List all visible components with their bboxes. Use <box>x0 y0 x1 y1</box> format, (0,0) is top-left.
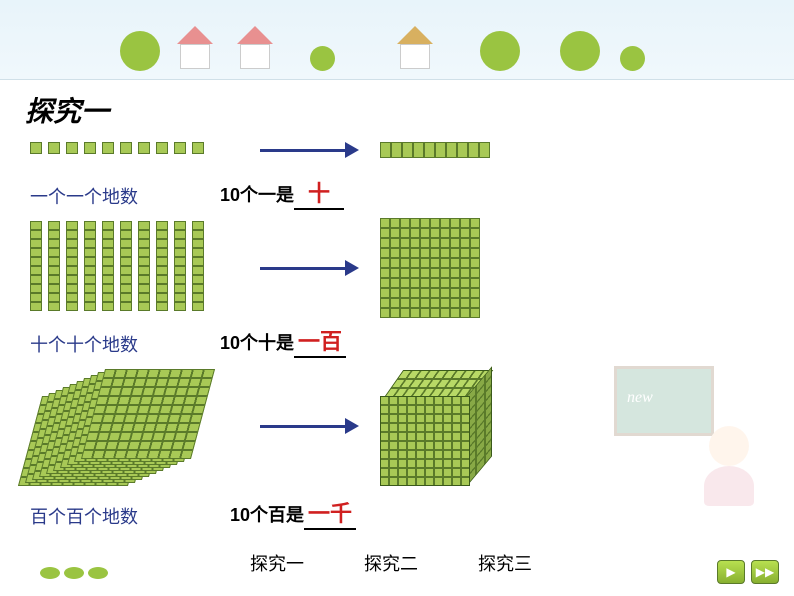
caption-hundreds: 百个百个地数 <box>30 503 230 529</box>
page-title: 探究一 <box>25 90 109 130</box>
arrow-icon <box>260 258 360 278</box>
equation-prefix: 10个百是 <box>230 505 304 525</box>
section-links: 探究一 探究二 探究三 <box>250 550 532 576</box>
link-explore-1[interactable]: 探究一 <box>250 550 304 576</box>
equation-hundreds: 10个百是一千 <box>230 496 356 530</box>
link-explore-2[interactable]: 探究二 <box>364 550 418 576</box>
equation-prefix: 10个一是 <box>220 185 294 205</box>
caption-ones: 一个一个地数 <box>30 183 220 209</box>
nav-buttons: ▶ ▶▶ <box>717 560 779 584</box>
answer-hundreds: 一千 <box>304 496 356 530</box>
section-tens: 十个十个地数 10个十是一百 <box>30 218 760 358</box>
hundreds-stack-group <box>30 366 240 486</box>
ground-decoration <box>40 566 160 596</box>
arrow-icon <box>260 140 360 160</box>
thousand-cube-result <box>380 366 490 486</box>
tens-rods-group <box>30 221 240 316</box>
section-ones: 一个一个地数 10个一是十 <box>30 140 760 210</box>
answer-tens: 一百 <box>294 324 346 358</box>
answer-ones: 十 <box>294 176 344 210</box>
last-button[interactable]: ▶▶ <box>751 560 779 584</box>
hundred-flat-result <box>380 218 480 318</box>
ten-rod-result <box>380 142 490 158</box>
equation-prefix: 10个十是 <box>220 333 294 353</box>
arrow-icon <box>260 416 360 436</box>
board-text: new <box>617 369 711 427</box>
decorative-banner <box>0 0 794 80</box>
ones-cubes-group <box>30 141 240 159</box>
caption-tens: 十个十个地数 <box>30 331 220 357</box>
next-button[interactable]: ▶ <box>717 560 745 584</box>
equation-ones: 10个一是十 <box>220 176 344 210</box>
equation-tens: 10个十是一百 <box>220 324 346 358</box>
link-explore-3[interactable]: 探究三 <box>478 550 532 576</box>
girl-decoration: new <box>614 366 764 506</box>
